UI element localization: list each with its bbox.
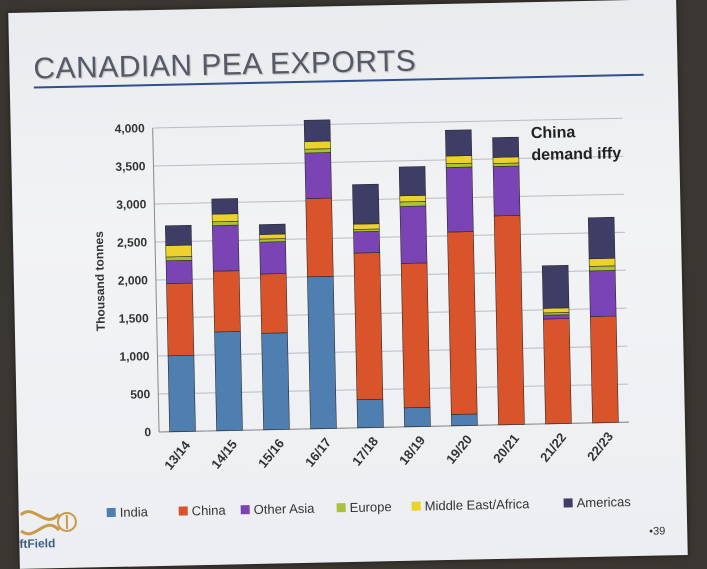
bar-segment-other-asia (260, 242, 287, 274)
bar-segment-americas (588, 217, 615, 259)
x-tick-label: 20/21 (490, 431, 522, 466)
stacked-bar-chart: 0 500 1,000 1,500 2,000 2,500 3,000 3,500 4,000 T… (8, 0, 687, 569)
y-axis-label: Thousand tonnes (92, 231, 108, 332)
legend-swatch-other-asia (241, 505, 250, 514)
y-tick-label: 500 (130, 387, 151, 401)
bar-segment-other-asia (493, 166, 520, 216)
y-tick-label: 2,000 (118, 273, 149, 288)
legend-label-middle-east-africa: Middle East/Africa (425, 496, 531, 513)
logo-text: ftField (19, 536, 55, 551)
bar-segment-china (494, 215, 524, 424)
x-tick-label: 22/23 (584, 429, 616, 464)
legend-label-other-asia: Other Asia (254, 501, 316, 517)
y-tick-label: 2,500 (117, 235, 148, 250)
legend-swatch-china (179, 506, 188, 515)
bar-segment-americas (542, 265, 569, 308)
y-tick-label: 1,000 (119, 349, 150, 364)
legend-label-china: China (192, 503, 227, 519)
y-tick-label: 0 (144, 425, 151, 439)
bar-segment-middle-east-africa (493, 157, 519, 164)
x-tick-label: 15/16 (255, 436, 287, 471)
bar-segment-other-asia (589, 270, 616, 316)
bar-segment-china (306, 198, 333, 277)
legend-swatch-americas (564, 498, 573, 507)
bar-segment-middle-east-africa (166, 245, 192, 257)
bar-segment-other-asia (166, 260, 192, 283)
bar-segment-china (260, 273, 287, 333)
bar-segment-china (448, 232, 478, 415)
bar-segment-americas (493, 137, 519, 157)
bar-segment-india (307, 276, 336, 429)
chart-annotation: demand iffy (531, 145, 621, 164)
bar-segment-americas (399, 166, 425, 195)
x-tick-label: 21/22 (537, 430, 569, 465)
bar-segment-americas (352, 184, 379, 224)
x-tick-label: 18/19 (396, 433, 428, 468)
bar-segment-india (357, 399, 383, 428)
page-number: •39 (649, 525, 665, 537)
chart-annotation: China (531, 124, 576, 142)
bar-segment-other-asia (446, 167, 473, 232)
bar-segment-china (590, 316, 618, 423)
bar-segment-china (354, 253, 383, 400)
x-tick-label: 17/18 (349, 434, 381, 469)
bar-segment-other-asia (400, 206, 427, 264)
x-tick-label: 13/14 (161, 437, 194, 472)
x-tick-label: 16/17 (302, 435, 334, 470)
bar-segment-middle-east-africa (400, 195, 426, 202)
bar-segment-middle-east-africa (543, 308, 569, 313)
x-tick-label: 19/20 (443, 432, 475, 467)
y-tick-label: 4,000 (115, 121, 146, 136)
bar-segment-other-asia (305, 152, 332, 198)
y-tick-label: 3,500 (115, 159, 146, 174)
bar-segment-europe (589, 266, 615, 271)
bar-segment-europe (400, 201, 426, 206)
bar-segment-other-asia (353, 231, 379, 253)
legend-label-india: India (120, 504, 149, 520)
legend-label-europe: Europe (350, 499, 392, 515)
bar-segment-china (401, 263, 430, 408)
bar-segment-middle-east-africa (446, 156, 472, 164)
bar-segment-middle-east-africa (212, 214, 238, 222)
bar-segment-other-asia (212, 225, 239, 271)
bar-segment-india (215, 331, 243, 430)
bar-segment-china (213, 271, 240, 332)
bar-segment-india (168, 355, 195, 432)
legend-label-americas: Americas (576, 494, 631, 510)
bar-segment-india (404, 407, 430, 427)
y-tick-label: 3,000 (116, 197, 147, 212)
bar-segment-americas (259, 224, 285, 234)
legend-swatch-middle-east-africa (412, 502, 421, 511)
y-tick-label: 1,500 (119, 311, 150, 326)
legend-swatch-india (107, 508, 116, 517)
bar-segment-middle-east-africa (305, 141, 331, 149)
bar-segment-americas (165, 225, 191, 245)
bar-segment-americas (304, 120, 330, 142)
bar-segment-india (262, 333, 290, 430)
bar-segment-china (543, 318, 571, 423)
bar-segment-americas (445, 130, 471, 156)
legend-swatch-europe (337, 503, 346, 512)
bar-segment-india (451, 414, 477, 426)
bar-segment-middle-east-africa (353, 224, 379, 230)
bar-segment-middle-east-africa (589, 258, 615, 266)
x-tick-label: 14/15 (208, 437, 240, 472)
bar-segment-china (167, 283, 194, 356)
bar-segment-americas (212, 198, 238, 214)
bar-segment-middle-east-africa (260, 234, 286, 239)
